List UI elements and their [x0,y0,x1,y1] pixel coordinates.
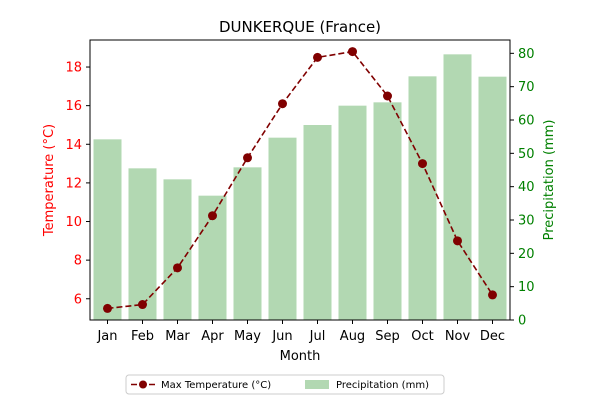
temperature-point [103,303,112,313]
precipitation-bar [128,168,157,320]
y-right-tick-label: 20 [518,247,535,262]
precipitation-bar [233,167,262,320]
y-left-tick-label: 12 [65,176,82,191]
plot-frame [89,39,511,321]
temperature-point [313,52,322,62]
y-left-tick-label: 10 [65,215,82,230]
x-tick-label: Mar [165,329,190,344]
precipitation-bar [93,139,122,320]
temperature-line [107,50,494,310]
y-left-tick-label: 18 [65,61,82,76]
temperature-point [418,159,427,169]
y-right-tick-label: 80 [518,47,535,62]
chart-title: DUNKERQUE (France) [219,18,381,36]
legend-marker-swatch [139,380,147,389]
temperature-point [278,99,287,109]
temperature-point [453,236,462,246]
x-tick-label: Apr [201,329,224,344]
y-right-tick-label: 30 [518,214,535,229]
x-tick-label: May [234,329,261,344]
legend: Max Temperature (°C) Precipitation (mm) [125,374,445,395]
legend-bar-swatch [305,380,329,389]
legend-box [125,374,445,395]
y-axis-left: 6 8 10 12 14 16 18 [65,61,90,307]
y-right-tick-label: 10 [518,280,535,295]
legend-label-precipitation: Precipitation (mm) [336,380,429,391]
precipitation-bar [303,125,332,320]
x-tick-label: Aug [340,329,365,344]
temperature-point [243,153,252,163]
y-right-tick-label: 40 [518,180,535,195]
x-tick-label: Jan [96,329,117,344]
precipitation-bar [373,102,402,320]
precipitation-bar [408,76,437,320]
precipitation-bar [268,137,297,320]
temperature-point [383,91,392,101]
x-tick-label: Dec [480,329,505,344]
x-tick-label: Jun [271,329,292,344]
y-left-tick-label: 6 [74,292,82,307]
y-left-tick-label: 8 [74,254,82,269]
temperature-point [173,263,182,273]
legend-label-temperature: Max Temperature (°C) [161,380,271,391]
y-left-tick-label: 14 [65,138,82,153]
y-right-tick-label: 60 [518,114,535,129]
precipitation-bar [443,54,472,320]
y-axis-left-label: Temperature (°C) [42,124,57,237]
x-axis-label: Month [280,349,321,364]
x-tick-label: Feb [131,329,154,344]
y-right-tick-label: 0 [518,314,526,329]
x-axis: Jan Feb Mar Apr May Jun Jul Aug Sep Oct Nov Dec [96,320,505,344]
temperature-point [348,47,357,57]
x-tick-label: Nov [445,329,471,344]
precipitation-bar [338,105,367,321]
x-tick-label: Jul [309,329,326,344]
x-tick-label: Oct [411,329,433,344]
precipitation-bars [93,54,507,321]
temperature-line-layer [103,47,497,313]
y-right-tick-label: 70 [518,80,535,95]
temperature-point [488,290,497,300]
y-right-tick-label: 50 [518,147,535,162]
y-left-tick-label: 16 [65,99,82,114]
y-axis-right-label: Precipitation (mm) [542,120,557,241]
temperature-point [208,211,217,221]
temperature-point [138,300,147,310]
precipitation-bar [163,179,192,320]
x-tick-label: Sep [375,329,400,344]
precipitation-bar [478,76,507,321]
y-axis-right: 0 10 20 30 40 50 60 70 80 [510,47,535,329]
